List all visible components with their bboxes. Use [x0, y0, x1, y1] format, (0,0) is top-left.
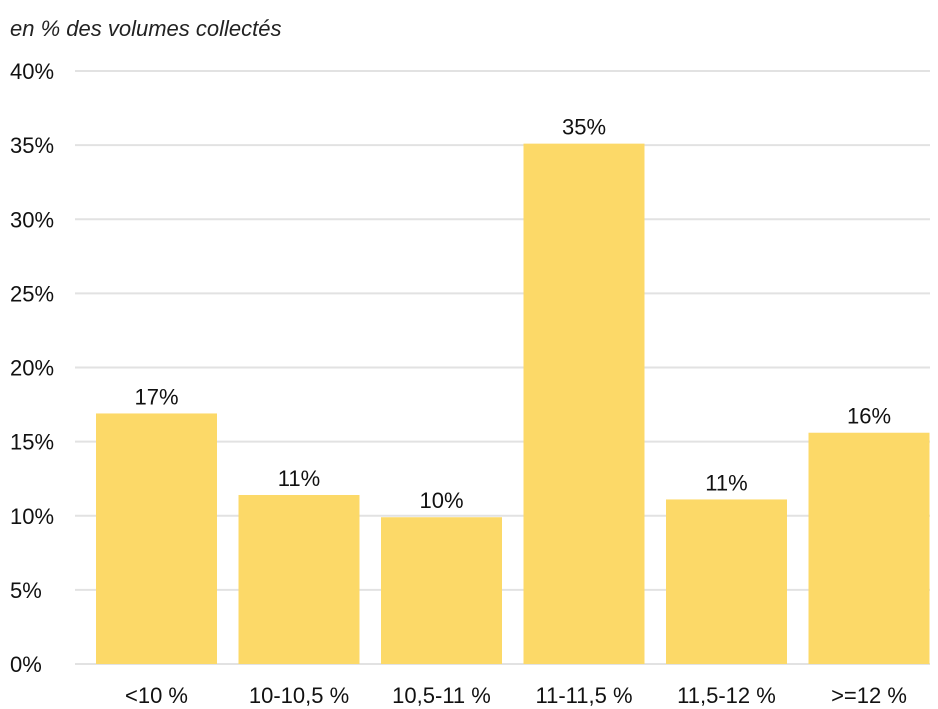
data-label: 11% — [705, 470, 747, 495]
x-tick-label: 10,5-11 % — [392, 683, 491, 708]
chart-subtitle: en % des volumes collectés — [10, 16, 281, 41]
x-tick-label: 11-11,5 % — [535, 683, 632, 708]
y-tick-label: 20% — [10, 356, 54, 381]
labels-layer: 0% 5% 10% 15% 20% 25% 30% 35% 40% 17% <10 % 11% 10-1… — [10, 59, 907, 708]
bar — [523, 143, 645, 664]
bars-layer — [96, 143, 930, 664]
x-tick-label: 11,5-12 % — [677, 683, 776, 708]
x-tick-label: 10-10,5 % — [249, 683, 349, 708]
data-label: 11% — [278, 466, 320, 491]
bar — [808, 432, 930, 664]
bar — [666, 499, 787, 664]
bar — [96, 413, 217, 664]
data-label: 35% — [562, 115, 606, 140]
y-tick-label: 40% — [10, 59, 54, 84]
bar — [238, 494, 360, 664]
data-label: 10% — [419, 488, 463, 513]
y-tick-label: 0% — [10, 652, 42, 677]
y-tick-label: 5% — [10, 578, 42, 603]
y-tick-label: 10% — [10, 504, 54, 529]
x-tick-label: <10 % — [125, 683, 188, 708]
grid-layer — [75, 70, 930, 665]
data-label: 16% — [847, 404, 891, 429]
y-tick-label: 15% — [10, 430, 54, 455]
y-tick-label: 35% — [10, 133, 54, 158]
bar — [381, 517, 502, 664]
x-tick-label: >=12 % — [831, 683, 907, 708]
y-tick-label: 30% — [10, 207, 54, 232]
data-label: 17% — [134, 384, 178, 409]
y-tick-label: 25% — [10, 281, 54, 306]
